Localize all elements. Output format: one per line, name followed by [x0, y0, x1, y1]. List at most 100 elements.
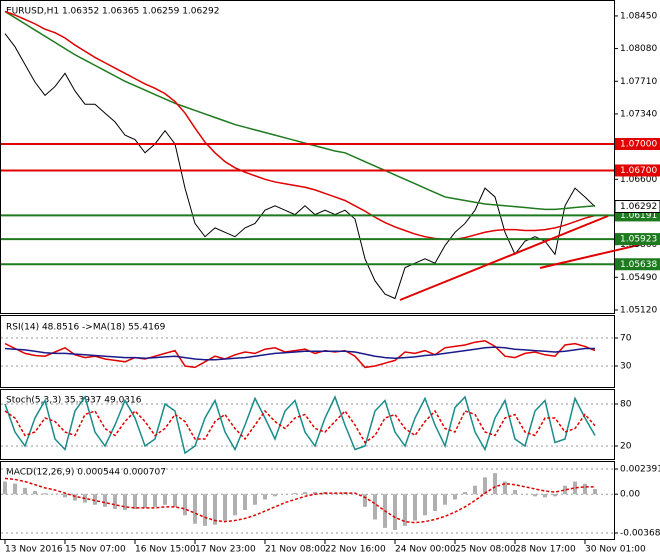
histogram-bar [443, 494, 447, 505]
y-tick-label: 30 [620, 362, 632, 372]
histogram-bar [303, 492, 307, 495]
trendline [399, 215, 609, 301]
histogram-bar [503, 481, 507, 495]
panel-title: EURUSD,H1 1.06352 1.06365 1.06259 1.0629… [6, 7, 219, 17]
x-tick-label: 13 Nov 2016 [5, 545, 63, 555]
x-tick-label: 22 Nov 16:00 [325, 545, 386, 555]
y-tick-label: 70 [620, 334, 632, 344]
histogram-bar [23, 487, 27, 495]
histogram-bar [513, 489, 517, 495]
histogram-bar [403, 494, 407, 526]
histogram-bar [133, 494, 137, 509]
y-tick-label: 1.07340 [620, 109, 657, 119]
stoch-panel-frame [0, 389, 615, 460]
level-label: 1.06191 [620, 211, 657, 221]
y-tick-label: 1.08080 [620, 44, 657, 54]
histogram-bar [573, 481, 577, 495]
series-line [4, 346, 595, 361]
histogram-bar [423, 494, 427, 516]
panel-title: Stoch(5,3,3) 35.3937 49.0316 [6, 396, 142, 406]
histogram-bar [253, 494, 257, 505]
histogram-bar [213, 494, 217, 525]
histogram-bar [483, 477, 487, 495]
histogram-bar [313, 492, 317, 495]
histogram-bar [243, 494, 247, 511]
histogram-bar [223, 494, 227, 521]
level-tag [615, 233, 660, 246]
histogram-bar [173, 494, 177, 507]
histogram-bar [543, 494, 547, 498]
histogram-bar [143, 494, 147, 508]
price-tag [614, 199, 660, 213]
histogram-bar [153, 494, 157, 507]
series-line [4, 340, 596, 369]
histogram-bar [33, 491, 37, 495]
level-tag [615, 137, 660, 150]
x-tick-label: 21 Nov 08:00 [265, 545, 326, 555]
series-line [4, 10, 596, 211]
y-tick-label: -0.003682 [620, 529, 660, 539]
series-line [4, 409, 596, 444]
x-tick-label: 30 Nov 01:00 [585, 545, 646, 555]
histogram-bar [413, 494, 417, 521]
plot-layer: EURUSD,H1 1.06352 1.06365 1.06259 1.0629… [1, 7, 614, 534]
histogram-bar [43, 493, 47, 495]
y-tick-label: 0.00 [620, 490, 640, 500]
histogram-bar [233, 494, 237, 516]
y-tick-label: 0.002391 [620, 464, 660, 474]
histogram-bar [73, 494, 77, 501]
histogram-bar [93, 494, 97, 505]
histogram-bar [123, 494, 127, 511]
histogram-bar [453, 494, 457, 500]
histogram-bar [63, 494, 67, 498]
macd-panel-frame [0, 461, 615, 540]
level-label: 1.05923 [620, 235, 657, 245]
histogram-bar [193, 494, 197, 524]
histogram-bar [273, 494, 277, 497]
series-line [4, 33, 596, 300]
histogram-bar [103, 494, 107, 507]
price-label: 1.06292 [620, 202, 657, 212]
histogram-bar [393, 494, 397, 531]
histogram-bar [583, 483, 587, 495]
level-label: 1.05638 [620, 260, 657, 270]
level-tag [615, 258, 660, 271]
x-tick-label: 25 Nov 08:00 [455, 545, 516, 555]
histogram-bar [293, 493, 297, 495]
x-tick-label: 24 Nov 00:00 [395, 545, 456, 555]
histogram-bar [553, 494, 557, 497]
y-tick-label: 1.08450 [620, 11, 657, 21]
histogram-bar [163, 494, 167, 505]
panel-title: MACD(12,26,9) 0.000544 0.000707 [6, 468, 166, 478]
histogram-bar [203, 494, 207, 526]
y-tick-label: 1.05860 [620, 240, 657, 250]
level-label: 1.06700 [620, 166, 657, 176]
histogram-bar [373, 494, 377, 520]
y-tick-label: 1.05490 [620, 273, 657, 283]
price-panel-frame [0, 0, 615, 314]
x-tick-label: 28 Nov 17:00 [515, 545, 576, 555]
histogram-bar [3, 481, 7, 495]
histogram-bar [493, 473, 497, 495]
level-label: 1.07000 [620, 139, 657, 149]
histogram-bar [563, 485, 567, 495]
histogram-bar [593, 488, 597, 495]
histogram-bar [533, 494, 537, 497]
y-tick-label: 1.05120 [620, 305, 657, 315]
level-tag [615, 164, 660, 177]
y-tick-label: 20 [620, 442, 632, 452]
series-line [4, 10, 596, 241]
histogram-bar [13, 483, 17, 495]
histogram-bar [363, 494, 367, 507]
histogram-bar [263, 494, 267, 500]
y-tick-label: 80 [620, 400, 632, 410]
x-tick-label: 17 Nov 23:00 [195, 545, 256, 555]
panel-title: RSI(14) 48.8516 ->MA(18) 55.4169 [6, 323, 166, 333]
x-tick-label: 15 Nov 07:00 [65, 545, 126, 555]
histogram-bar [433, 494, 437, 512]
histogram-bar [183, 494, 187, 516]
x-tick-label: 16 Nov 15:00 [135, 545, 196, 555]
